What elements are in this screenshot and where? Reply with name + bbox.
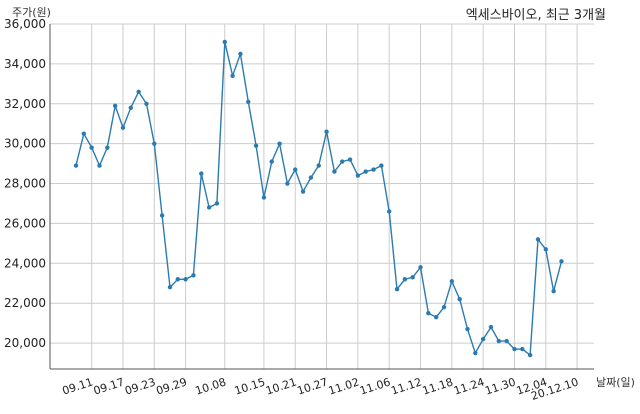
data-point — [308, 175, 314, 180]
data-point — [222, 39, 227, 45]
y-tick-label: 20,000 — [4, 336, 46, 350]
y-tick-label: 26,000 — [4, 216, 46, 230]
data-point — [387, 209, 392, 214]
data-point — [504, 338, 509, 344]
data-point — [363, 169, 368, 174]
data-point — [97, 163, 102, 168]
data-point — [300, 189, 306, 194]
data-point — [191, 273, 196, 278]
data-point — [457, 297, 462, 302]
data-point — [371, 167, 376, 172]
data-point — [159, 213, 165, 218]
y-tick-label: 24,000 — [4, 256, 46, 270]
x-tick-label: 11.02 — [327, 375, 361, 397]
data-point — [433, 314, 439, 320]
y-axis-label: 주가(원) — [12, 6, 51, 19]
data-point — [230, 73, 235, 79]
y-tick-label: 28,000 — [4, 177, 46, 191]
data-point — [120, 125, 126, 130]
y-tick-label: 30,000 — [4, 137, 46, 151]
x-tick-label: 10.21 — [264, 375, 298, 397]
data-point — [347, 157, 353, 162]
series-line — [75, 41, 563, 357]
data-point — [316, 163, 321, 168]
data-point — [520, 346, 525, 352]
data-point — [285, 181, 290, 186]
y-tick-label: 36,000 — [4, 17, 46, 31]
data-point — [355, 173, 361, 178]
x-axis-label: 날짜(일) — [596, 376, 635, 389]
data-point — [379, 163, 384, 168]
data-point — [543, 247, 548, 252]
x-tick-label: 09.17 — [92, 375, 126, 397]
data-point — [81, 131, 87, 136]
data-point — [410, 275, 415, 280]
x-tick-label: 11.24 — [452, 375, 486, 397]
data-point — [402, 277, 408, 282]
data-point — [253, 143, 259, 148]
data-point — [238, 51, 243, 57]
data-point — [488, 324, 494, 330]
data-point — [112, 103, 118, 108]
data-point — [73, 163, 79, 168]
x-tick-label: 11.06 — [358, 375, 392, 397]
y-tick-label: 22,000 — [4, 296, 46, 310]
data-point — [246, 99, 251, 104]
data-point — [418, 265, 423, 270]
y-tick-label: 32,000 — [4, 97, 46, 111]
chart-title: 엑세스바이오, 최근 3개월 — [465, 8, 606, 23]
data-point — [394, 287, 400, 292]
data-point — [105, 145, 110, 150]
data-point — [167, 285, 173, 290]
data-point — [89, 145, 94, 150]
x-tick-label: 11.12 — [389, 375, 423, 397]
x-tick-label: 10.15 — [233, 375, 267, 397]
data-point — [465, 326, 470, 332]
data-point — [426, 310, 431, 316]
data-point — [128, 105, 134, 110]
data-point — [261, 195, 267, 200]
data-point — [136, 89, 141, 95]
data-point — [535, 237, 541, 242]
x-tick-label: 10.08 — [194, 375, 228, 397]
y-tick-label: 34,000 — [4, 57, 46, 71]
data-point — [293, 167, 298, 172]
data-point — [480, 336, 486, 342]
data-point — [441, 304, 447, 310]
data-point — [183, 277, 188, 282]
x-tick-label: 10.27 — [296, 375, 330, 397]
data-point — [527, 352, 533, 358]
data-point — [332, 169, 337, 174]
data-point — [512, 346, 517, 352]
x-tick-label: 09.11 — [61, 375, 95, 397]
data-point — [324, 129, 329, 134]
data-point — [175, 277, 180, 282]
data-point — [269, 159, 274, 164]
data-point — [277, 141, 282, 146]
data-point — [152, 141, 157, 146]
data-point — [473, 350, 478, 356]
data-point — [340, 159, 345, 164]
data-point — [551, 289, 556, 294]
x-tick-label: 09.29 — [155, 375, 189, 397]
x-tick-label: 11.30 — [483, 375, 517, 397]
data-point — [449, 279, 455, 284]
data-point — [144, 101, 149, 106]
data-point — [559, 259, 564, 264]
data-point — [214, 201, 220, 206]
data-point — [199, 171, 204, 176]
data-point — [496, 338, 502, 344]
x-tick-label: 11.18 — [421, 375, 455, 397]
data-point — [206, 205, 212, 210]
x-tick-label: 09.23 — [123, 375, 157, 397]
